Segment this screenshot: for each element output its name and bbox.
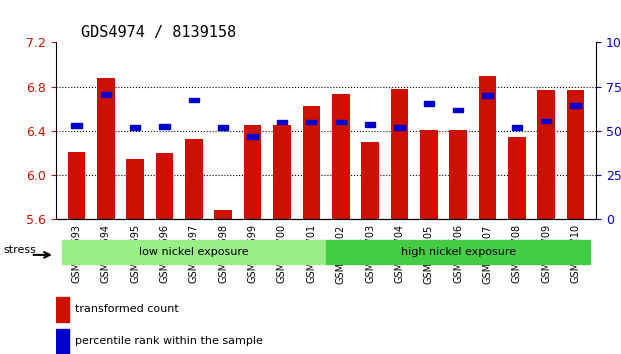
Bar (483, 93, 492, 98)
Bar (130, 125, 140, 130)
Bar (185, 139, 202, 219)
Bar (56, 297, 70, 322)
Bar (571, 103, 581, 108)
Bar (214, 210, 232, 219)
Bar (277, 120, 287, 124)
Bar (189, 98, 199, 102)
Text: transformed count: transformed count (75, 304, 179, 314)
Bar (126, 159, 144, 219)
FancyBboxPatch shape (326, 240, 591, 264)
Bar (541, 119, 551, 123)
Bar (156, 153, 173, 219)
Bar (218, 125, 229, 130)
Text: percentile rank within the sample: percentile rank within the sample (75, 336, 263, 346)
Bar (56, 329, 70, 354)
Bar (512, 125, 522, 130)
Bar (365, 122, 375, 126)
Bar (508, 137, 526, 219)
Bar (567, 90, 584, 219)
Bar (68, 152, 85, 219)
Bar (302, 105, 320, 219)
Bar (97, 78, 115, 219)
Bar (391, 89, 408, 219)
Bar (332, 95, 350, 219)
Bar (244, 125, 261, 219)
Text: stress: stress (3, 245, 36, 255)
Bar (160, 124, 170, 129)
Bar (420, 130, 438, 219)
Bar (361, 142, 379, 219)
Bar (394, 125, 404, 130)
Bar (71, 123, 81, 128)
Bar (450, 130, 467, 219)
Bar (248, 134, 258, 139)
Text: high nickel exposure: high nickel exposure (401, 247, 515, 257)
Text: GDS4974 / 8139158: GDS4974 / 8139158 (81, 25, 236, 40)
Bar (424, 101, 434, 105)
Bar (453, 108, 463, 112)
Bar (273, 125, 291, 219)
Bar (306, 120, 317, 124)
Bar (537, 90, 555, 219)
Bar (479, 76, 496, 219)
Bar (335, 120, 346, 124)
Text: low nickel exposure: low nickel exposure (139, 247, 248, 257)
Bar (101, 92, 111, 97)
FancyBboxPatch shape (61, 240, 326, 264)
